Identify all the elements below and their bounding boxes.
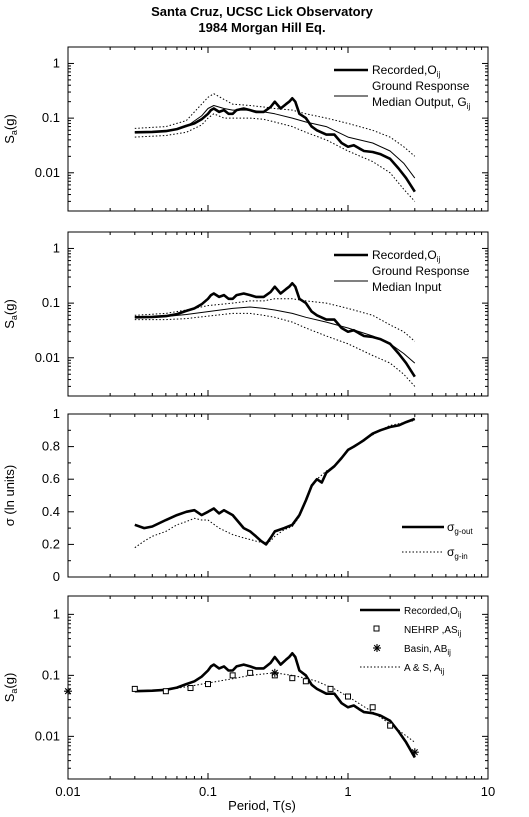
x-tick-label: 0.01 (55, 784, 80, 799)
legend-label: σg-out (447, 520, 473, 536)
panel-3: 0 0.2 0.4 0.6 0.8 1 σ (ln units) σg-out σg-in (2, 406, 489, 584)
y-axis-label: Sa(g) (2, 673, 19, 703)
y-tick-label: 0.8 (42, 439, 60, 454)
data-point (229, 672, 236, 679)
series-line (134, 105, 416, 179)
y-tick-label: 0.6 (42, 471, 60, 486)
y-tick-label: 1 (53, 406, 60, 421)
data-point (64, 687, 72, 696)
y-tick-label: 0.2 (42, 536, 60, 551)
data-point (289, 675, 296, 682)
series-markers (131, 669, 394, 729)
series-group (134, 93, 416, 202)
y-axis-label: Sa(g) (2, 114, 19, 144)
data-point (302, 678, 309, 685)
y-tick-label: 0.01 (35, 165, 60, 180)
y-tick-label: 0.4 (42, 504, 60, 519)
x-ticks (67, 232, 483, 396)
chart-title-line1: Santa Cruz, UCSC Lick Observatory (151, 4, 374, 19)
series-group (134, 417, 416, 549)
series-line (134, 417, 416, 546)
data-point (205, 681, 211, 688)
x-ticks (67, 47, 483, 211)
panel-4: 1 0.1 0.01 Sa(g) Recorded,Oij NEHRP ,ASij Basi… (2, 595, 489, 780)
legend-label: σg-in (447, 545, 468, 561)
y-tick-label: 0.1 (42, 110, 60, 125)
x-tick-label: 0.1 (199, 784, 217, 799)
legend-label: NEHRP ,ASij (404, 625, 462, 638)
series-line (134, 282, 416, 378)
data-point (187, 685, 194, 692)
x-tick-label: 1 (344, 784, 351, 799)
y-axis-label: σ (ln units) (2, 465, 17, 526)
y-tick-label: 0 (53, 569, 60, 584)
y-tick-label: 1 (53, 55, 60, 70)
x-tick-labels: 0.01 0.1 1 10 (55, 784, 495, 799)
plot-frame (67, 413, 489, 578)
data-point (387, 722, 394, 729)
legend-label: Basin, ABij (404, 644, 451, 657)
y-tick-label: 1 (53, 606, 60, 621)
y-ticks (68, 413, 488, 578)
plot-frame (67, 231, 489, 397)
series-line (134, 298, 416, 342)
legend-swatch (373, 625, 380, 632)
legend: Recorded,Oij NEHRP ,ASij Basin, ABij A & S,… (360, 606, 462, 676)
legend-label: Recorded,Oij (372, 248, 440, 264)
y-axis-label: Sa(g) (2, 299, 19, 329)
series-line (134, 93, 416, 157)
data-point (410, 748, 419, 757)
legend: σg-out σg-in (402, 520, 473, 561)
series-group (134, 282, 416, 387)
legend-swatch (373, 644, 381, 652)
legend-label: Recorded,Oij (372, 63, 440, 79)
series-line (134, 306, 416, 364)
series-line (134, 420, 415, 549)
x-axis-label: Period, T(s) (228, 798, 296, 813)
series-line (134, 672, 416, 743)
data-point (247, 669, 254, 676)
data-point (369, 704, 376, 711)
y-tick-label: 0.01 (35, 728, 60, 743)
y-tick-label: 0.1 (42, 667, 60, 682)
data-point (327, 685, 334, 692)
plot-frame (67, 46, 489, 212)
plot-frame (67, 595, 489, 780)
x-ticks (67, 414, 483, 577)
y-ticks (68, 46, 488, 212)
y-tick-label: 0.1 (42, 295, 60, 310)
series-line (134, 652, 416, 759)
data-point (345, 693, 351, 700)
y-ticks (68, 231, 488, 397)
data-point (131, 685, 138, 692)
data-point (270, 668, 279, 677)
chart-title-line2: 1984 Morgan Hill Eq. (198, 20, 325, 35)
series-group (131, 652, 416, 759)
legend-label: Ground Response Median Input (372, 264, 470, 294)
series-line (134, 312, 416, 387)
y-tick-label: 1 (53, 240, 60, 255)
data-point (162, 688, 169, 695)
legend-label: Ground Response Median Output, Gij (372, 79, 470, 111)
series-line (134, 97, 416, 193)
y-tick-label: 0.01 (35, 350, 60, 365)
x-tick-label: 10 (481, 784, 495, 799)
legend-label: A & S, Aij (404, 663, 444, 676)
series-line (134, 113, 416, 202)
legend-label: Recorded,Oij (404, 606, 462, 619)
y-ticks (68, 595, 488, 780)
x-ticks (67, 596, 483, 779)
series-markers (64, 668, 419, 757)
